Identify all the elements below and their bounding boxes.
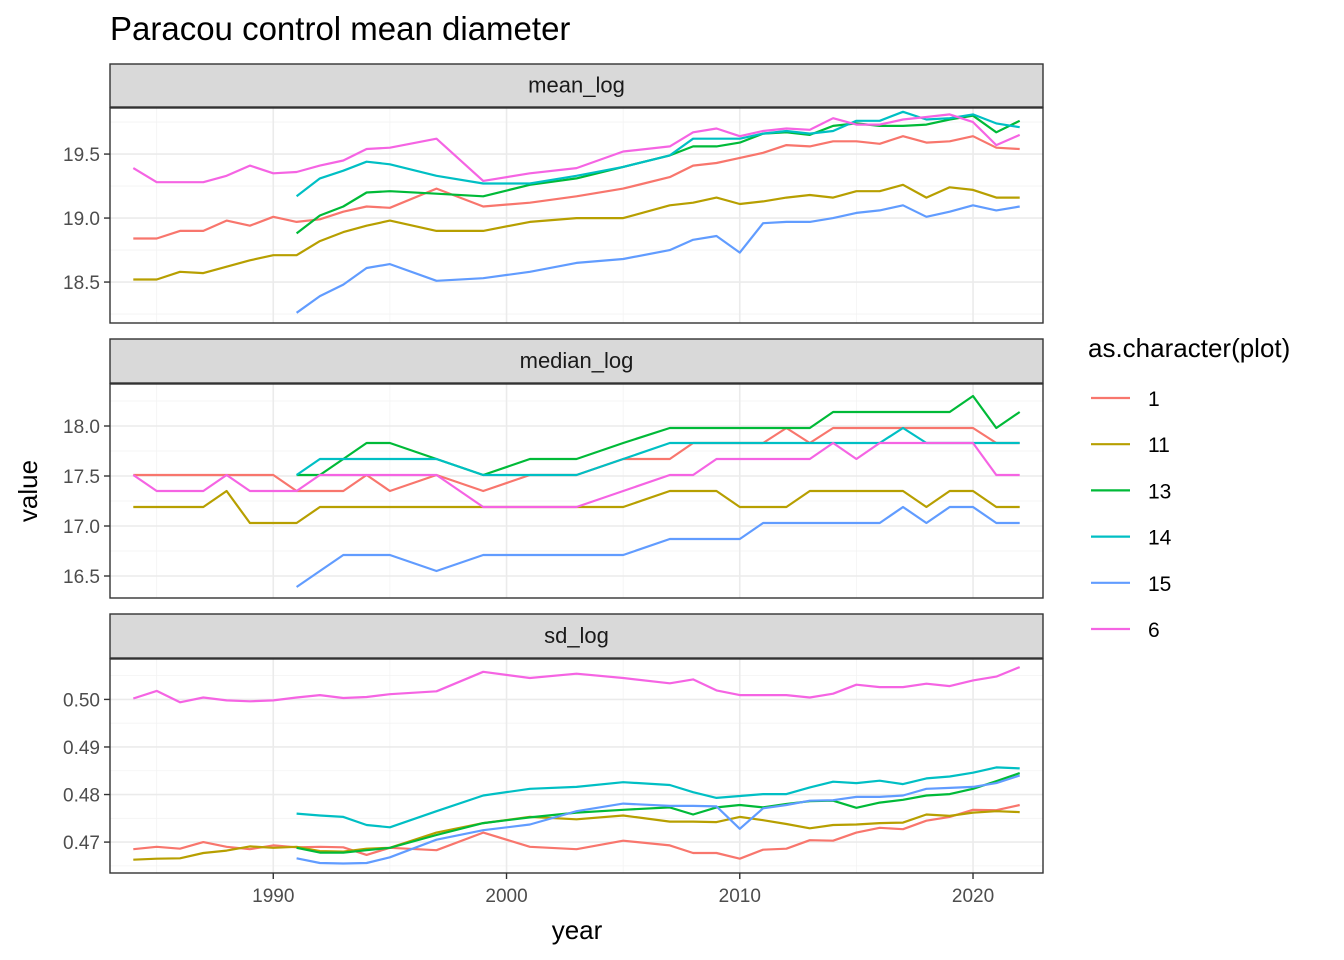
series-line-plot-11 <box>133 183 1020 281</box>
series-lines <box>132 110 1021 314</box>
panel-background <box>110 108 1043 323</box>
y-tick-label: 17.5 <box>63 467 100 488</box>
facet-strip-label: mean_log <box>528 73 625 98</box>
facet-strip <box>109 613 1044 659</box>
series-line-plot-1 <box>133 135 1020 240</box>
series-line-plot-14 <box>296 766 1020 829</box>
panel-background <box>110 659 1043 873</box>
series-line-plot-13 <box>296 394 1021 477</box>
x-tick-label: 2020 <box>952 886 994 907</box>
series-line-plot-13 <box>295 114 1021 235</box>
x-axis-title: year <box>552 915 603 945</box>
facet-strip <box>109 63 1044 108</box>
y-tick-label: 18.0 <box>63 417 100 438</box>
series-lines <box>132 394 1021 588</box>
y-axis-sd_log: 0.47 0.48 0.49 0.50 <box>63 690 110 854</box>
legend-item-15: 15 <box>1091 573 1171 596</box>
legend-label: 11 <box>1148 434 1170 457</box>
facet-strip-label: median_log <box>520 348 634 373</box>
facet-panel-sd_log: sd_log 0.47 0.48 0.49 0.50 <box>63 613 1044 874</box>
series-line-plot-11 <box>133 810 1020 861</box>
y-tick-label: 0.48 <box>63 786 100 807</box>
series-line-plot-15 <box>295 505 1020 588</box>
x-tick-label: 2010 <box>719 886 761 907</box>
y-tick-label: 19.0 <box>63 209 100 230</box>
y-tick-label: 17.0 <box>63 517 100 538</box>
panel-border <box>109 383 1044 599</box>
legend-item-1: 1 <box>1091 388 1160 411</box>
series-line-plot-15 <box>295 204 1020 314</box>
gridlines <box>110 108 1043 323</box>
series-line-plot-13 <box>296 772 1021 854</box>
legend-label: 13 <box>1148 480 1171 503</box>
facet-strip <box>109 338 1044 384</box>
x-tick-label: 2000 <box>485 886 527 907</box>
legend-item-14: 14 <box>1091 527 1172 550</box>
gridlines <box>110 384 1043 598</box>
y-tick-label: 0.50 <box>63 690 100 711</box>
y-tick-label: 0.47 <box>63 833 100 854</box>
y-axis-title: value <box>13 460 43 522</box>
y-axis-mean_log: 18.5 19.0 19.5 <box>63 145 110 294</box>
legend-label: 1 <box>1148 388 1160 411</box>
series-line-plot-6 <box>132 113 1021 184</box>
series-line-plot-6 <box>132 666 1021 704</box>
y-axis-median_log: 16.5 17.0 17.5 18.0 <box>63 417 110 588</box>
chart-title: Paracou control mean diameter <box>110 10 570 47</box>
legend-label: 14 <box>1148 527 1172 550</box>
x-tick-label: 1990 <box>252 886 294 907</box>
series-line-plot-11 <box>133 489 1020 525</box>
y-tick-label: 16.5 <box>63 567 100 588</box>
series-lines <box>132 666 1021 865</box>
y-tick-label: 19.5 <box>63 145 100 166</box>
legend-item-13: 13 <box>1091 480 1171 503</box>
y-tick-label: 18.5 <box>63 273 100 294</box>
series-line-plot-6 <box>132 441 1020 509</box>
panel-border <box>109 658 1044 874</box>
facet-panels: mean_log 18.5 19.0 19.5 median_log 16.5 17.0 17… <box>63 63 1044 874</box>
series-line-plot-14 <box>295 426 1020 477</box>
legend-label: 15 <box>1148 573 1171 596</box>
x-axis: 1990 2000 2010 2020 <box>252 873 994 907</box>
facet-panel-median_log: median_log 16.5 17.0 17.5 18.0 <box>63 338 1044 599</box>
gridlines <box>110 659 1043 873</box>
facet-strip-label: sd_log <box>544 623 609 648</box>
facet-panel-mean_log: mean_log 18.5 19.0 19.5 <box>63 63 1044 324</box>
legend-item-6: 6 <box>1091 619 1160 642</box>
legend-item-11: 11 <box>1091 434 1170 457</box>
y-tick-label: 0.49 <box>63 738 100 759</box>
legend-title: as.character(plot) <box>1088 333 1290 363</box>
panel-border <box>109 107 1044 324</box>
series-line-plot-15 <box>296 774 1021 865</box>
legend-label: 6 <box>1148 619 1160 642</box>
